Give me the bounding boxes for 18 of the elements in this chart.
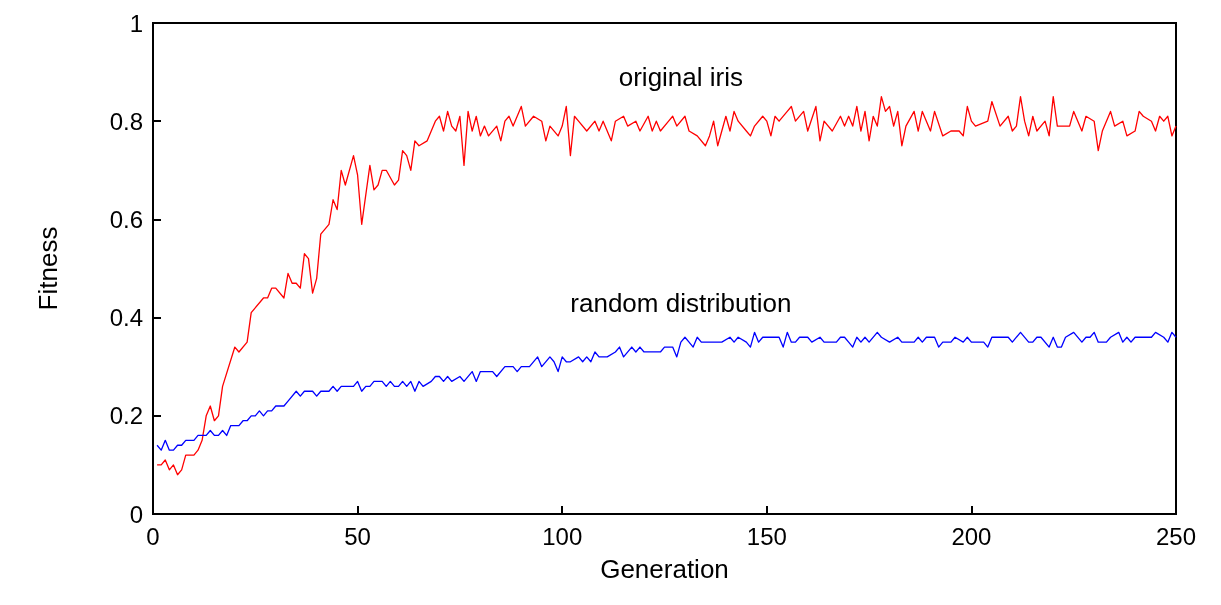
series-label: random distribution [570, 287, 792, 318]
y-tick-label: 0.8 [109, 107, 143, 135]
y-tick-label: 0.4 [109, 304, 143, 332]
x-tick-label: 100 [542, 522, 583, 550]
x-tick-label: 50 [344, 522, 371, 550]
line-series [156, 331, 1177, 451]
x-axis-title: Generation [600, 554, 729, 584]
line-series [156, 96, 1177, 476]
x-tick-label: 150 [746, 522, 787, 550]
x-tick-label: 250 [1155, 522, 1197, 550]
y-tick-label: 0 [129, 500, 143, 528]
y-axis-title: Fitness [33, 226, 63, 311]
x-tick-label: 200 [951, 522, 992, 550]
series-label: original iris [618, 62, 743, 93]
y-tick-label: 1 [129, 9, 143, 37]
x-tick-label: 0 [146, 522, 160, 550]
y-tick-label: 0.2 [109, 402, 143, 430]
y-tick-label: 0.6 [109, 205, 143, 233]
